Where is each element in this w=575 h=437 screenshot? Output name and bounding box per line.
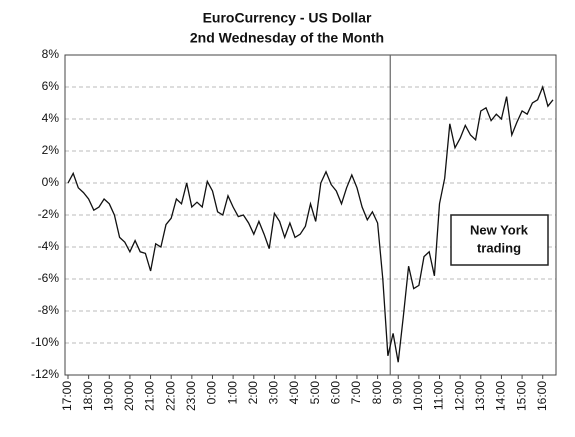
x-tick-label: 5:00	[308, 381, 322, 405]
y-tick-label: -8%	[38, 303, 60, 317]
y-tick-label: 8%	[42, 47, 60, 61]
x-tick-label: 1:00	[225, 381, 239, 405]
annotation-text: New York	[470, 222, 529, 237]
y-tick-label: -12%	[31, 367, 59, 381]
annotation-box	[450, 214, 549, 266]
x-tick-label: 9:00	[390, 381, 404, 405]
x-tick-label: 8:00	[370, 381, 384, 405]
x-tick-label: 14:00	[494, 381, 508, 411]
y-tick-label: -4%	[38, 239, 60, 253]
y-tick-label: 0%	[42, 175, 60, 189]
x-tick-label: 20:00	[122, 381, 136, 411]
x-tick-label: 10:00	[411, 381, 425, 411]
annotation-text: trading	[477, 240, 521, 255]
x-tick-label: 15:00	[514, 381, 528, 411]
x-tick-label: 7:00	[349, 381, 363, 405]
plot-frame	[64, 54, 557, 376]
x-tick-label: 11:00	[432, 381, 446, 410]
x-tick-label: 3:00	[267, 381, 281, 405]
x-tick-label: 17:00	[60, 381, 74, 411]
x-tick-label: 21:00	[143, 381, 157, 411]
x-tick-label: 4:00	[287, 381, 301, 405]
x-tick-label: 23:00	[184, 381, 198, 411]
y-tick-label: -2%	[38, 207, 60, 221]
y-tick-label: 2%	[42, 143, 60, 157]
x-tick-label: 19:00	[101, 381, 115, 411]
x-tick-label: 18:00	[81, 381, 95, 411]
chart-subtitle: 2nd Wednesday of the Month	[190, 30, 384, 46]
y-tick-label: -10%	[31, 335, 59, 349]
x-tick-label: 16:00	[535, 381, 549, 411]
y-tick-label: 6%	[42, 79, 60, 93]
x-tick-label: 2:00	[246, 381, 260, 405]
x-tick-label: 13:00	[473, 381, 487, 411]
x-tick-label: 6:00	[328, 381, 342, 405]
x-tick-label: 0:00	[205, 381, 219, 405]
line-series	[67, 84, 554, 363]
y-tick-label: -6%	[38, 271, 60, 285]
chart-title: EuroCurrency - US Dollar	[203, 10, 372, 26]
y-tick-label: 4%	[42, 111, 60, 125]
x-tick-label: 22:00	[163, 381, 177, 411]
x-tick-label: 12:00	[452, 381, 466, 411]
